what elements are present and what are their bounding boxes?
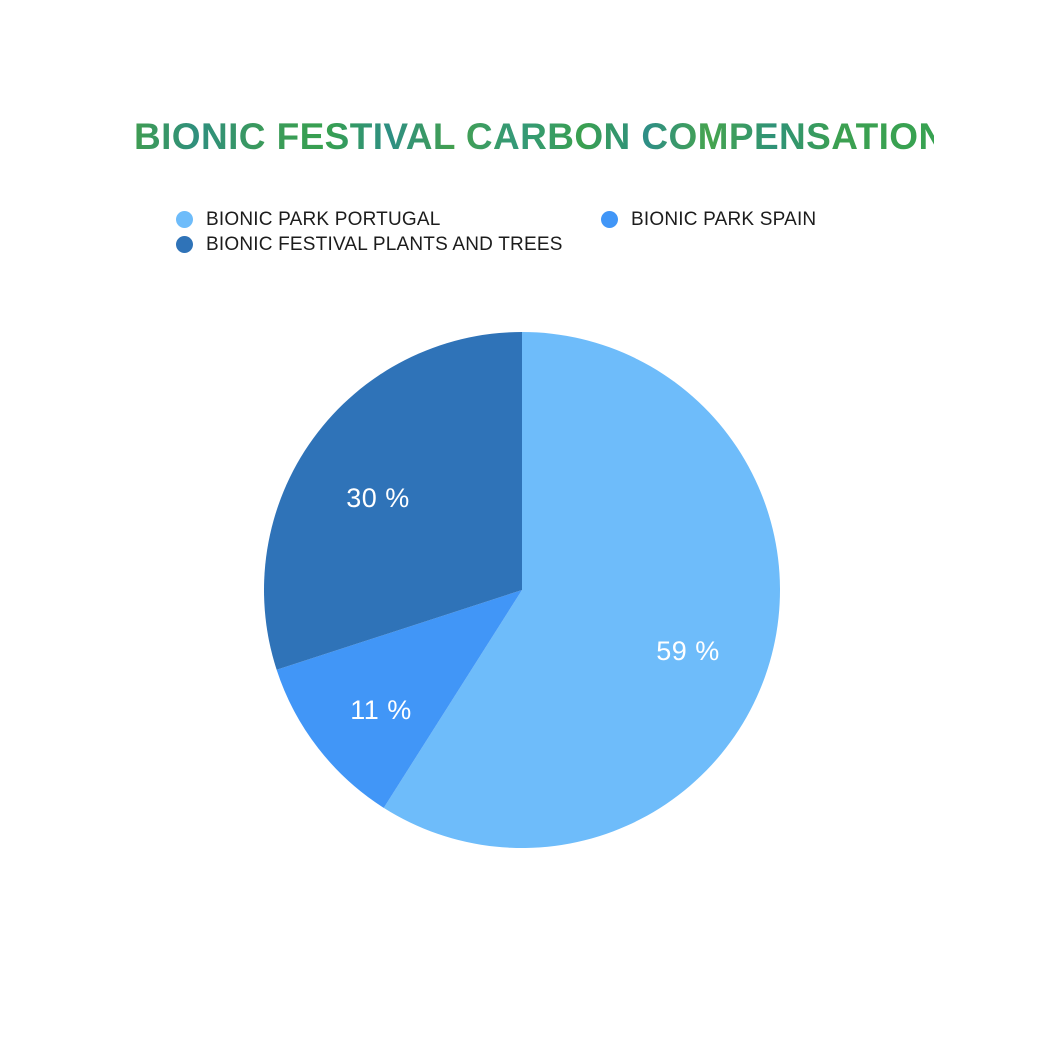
pie-slice-label: 11 % (350, 695, 412, 725)
legend-item-bionic-park-portugal[interactable]: BIONIC PARK PORTUGAL (176, 207, 601, 232)
chart-title: BIONIC FESTIVAL CARBON COMPENSATION (134, 112, 945, 162)
legend-row: BIONIC PARK PORTUGAL BIONIC PARK SPAIN (176, 207, 896, 232)
pie-slice-group (264, 332, 780, 848)
pie-slice[interactable] (383, 332, 780, 848)
chart-legend: BIONIC PARK PORTUGAL BIONIC PARK SPAIN B… (176, 207, 896, 257)
legend-item-label: BIONIC FESTIVAL PLANTS AND TREES (206, 234, 563, 255)
pie-slice[interactable] (276, 590, 522, 808)
legend-item-label: BIONIC PARK PORTUGAL (206, 209, 441, 230)
pie-slice[interactable] (264, 332, 522, 670)
legend-circle-icon (176, 236, 193, 253)
legend-circle-icon (176, 211, 193, 228)
pie-slice-label: 30 % (346, 483, 410, 513)
legend-circle-icon (601, 211, 618, 228)
pie-slice-label: 59 % (656, 636, 720, 666)
legend-item-label: BIONIC PARK SPAIN (631, 209, 817, 230)
legend-item-bionic-park-spain[interactable]: BIONIC PARK SPAIN (601, 207, 816, 232)
pie-label-group: 59 % 11 % 30 % (346, 483, 720, 725)
legend-item-bionic-festival-plants-and-trees[interactable]: BIONIC FESTIVAL PLANTS AND TREES (176, 232, 601, 257)
legend-row: BIONIC FESTIVAL PLANTS AND TREES (176, 232, 896, 257)
